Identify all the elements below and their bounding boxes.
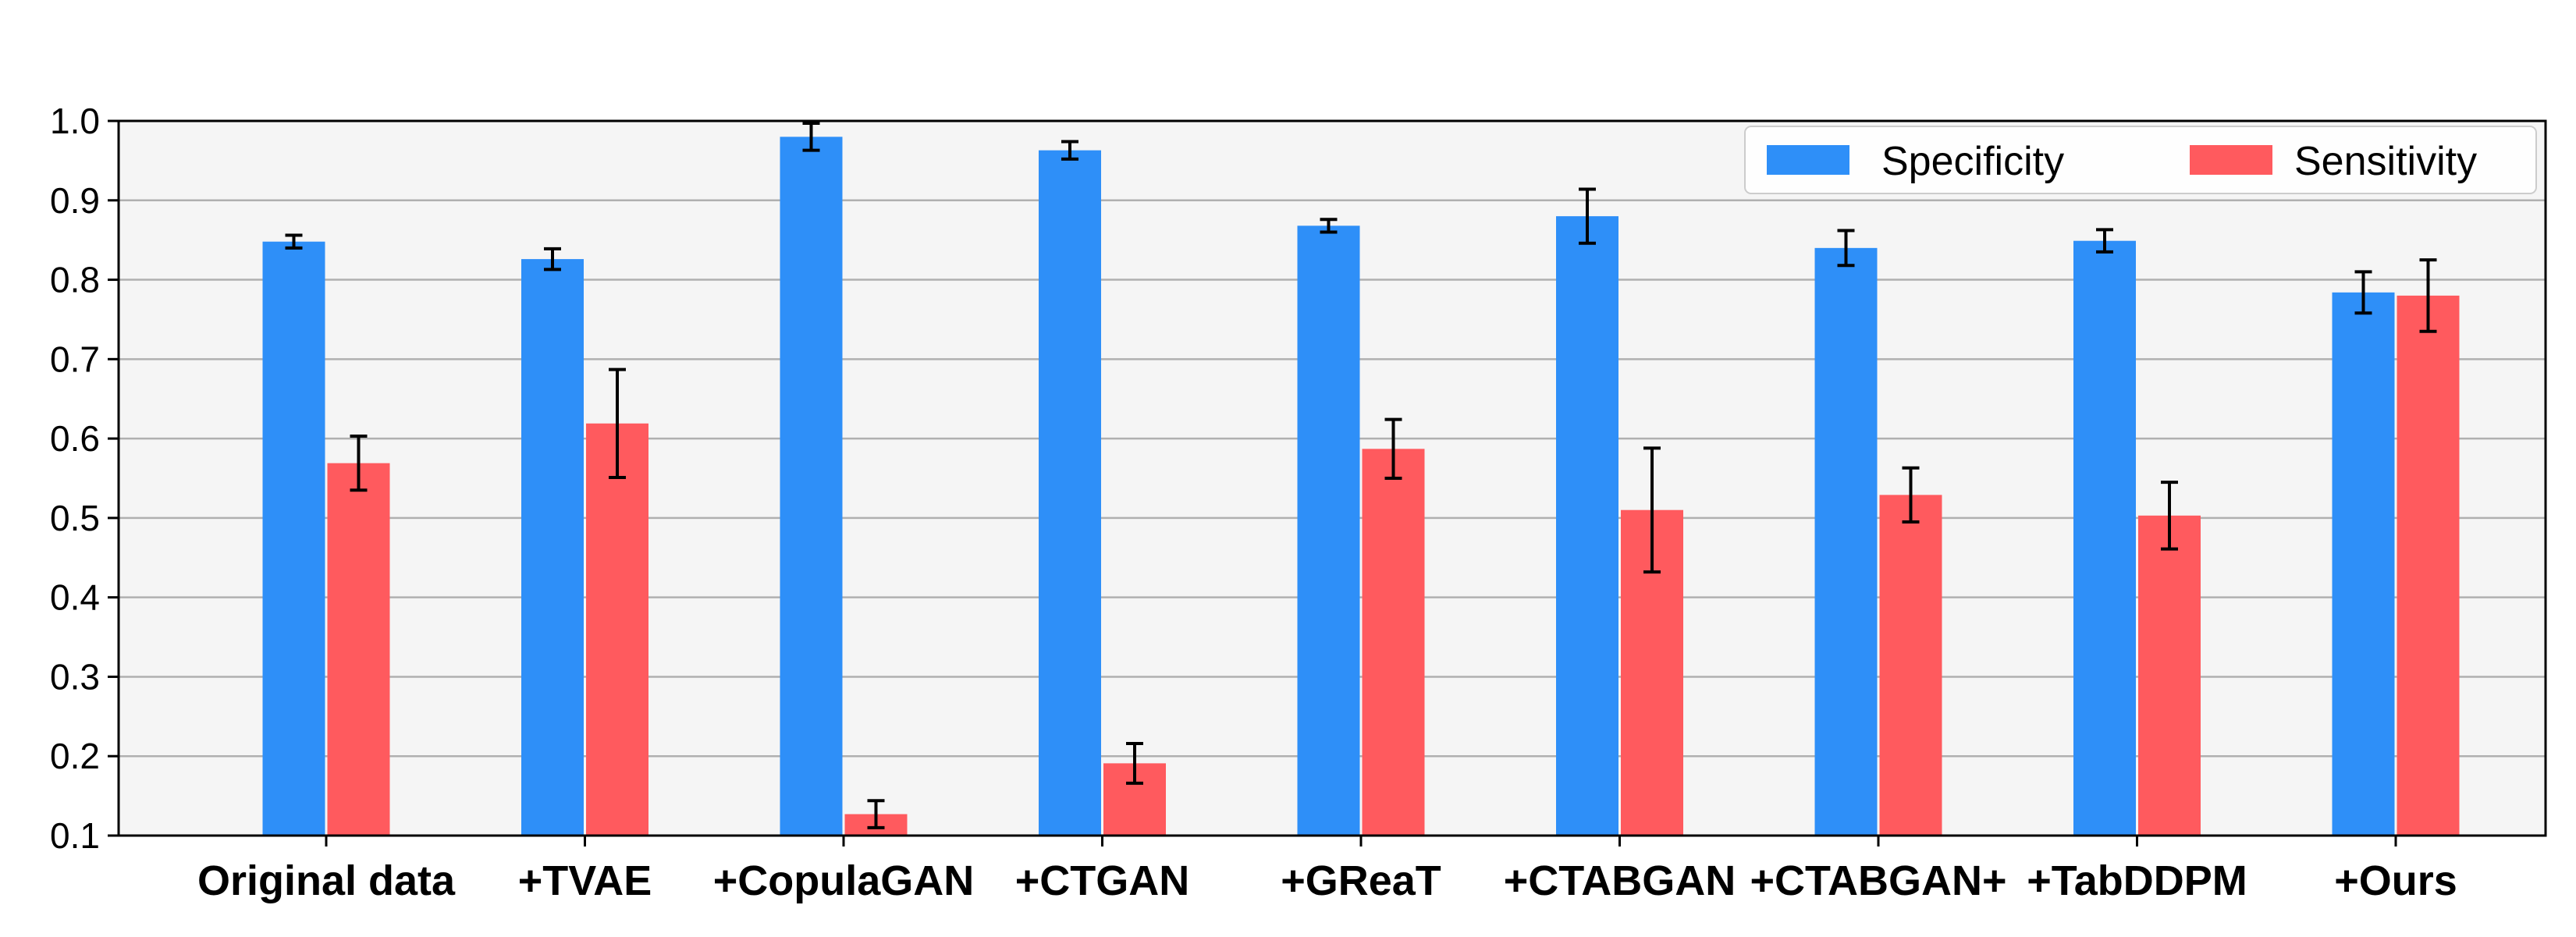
y-tick-label: 1.0 bbox=[50, 101, 100, 141]
x-tick-label: Original data bbox=[197, 857, 456, 904]
legend-label-sensitivity: Sensitivity bbox=[2294, 139, 2477, 184]
error-bars bbox=[285, 122, 2437, 829]
y-tick-label: 0.5 bbox=[50, 498, 100, 538]
x-tick-label: +CTGAN bbox=[1015, 857, 1190, 904]
bar-specificity bbox=[2332, 292, 2395, 836]
y-axis: 0.1 0.2 0.3 0.4 0.5 0.6 0.7 0.8 0.9 1.0 bbox=[50, 101, 119, 856]
bar-specificity bbox=[2073, 240, 2136, 836]
x-tick-label: +TVAE bbox=[518, 857, 652, 904]
bar-specificity bbox=[521, 259, 584, 836]
y-tick-label: 0.2 bbox=[50, 736, 100, 776]
x-axis: Original data +TVAE +CopulaGAN +CTGAN +GReaT… bbox=[197, 836, 2457, 904]
bar-specificity bbox=[1556, 216, 1618, 836]
y-tick-label: 0.6 bbox=[50, 418, 100, 459]
bar-sensitivity bbox=[2397, 295, 2460, 836]
y-tick-label: 0.3 bbox=[50, 656, 100, 697]
y-tick-label: 0.4 bbox=[50, 577, 100, 618]
bars bbox=[262, 137, 2460, 836]
bar-sensitivity bbox=[1879, 495, 1942, 836]
y-tick-label: 0.8 bbox=[50, 260, 100, 300]
bar-specificity bbox=[1814, 247, 1878, 836]
bar-specificity bbox=[780, 137, 843, 836]
plot-frame bbox=[117, 119, 2547, 837]
bar-specificity bbox=[1297, 225, 1360, 836]
x-tick-label: +GReaT bbox=[1281, 857, 1441, 904]
legend-box bbox=[1744, 126, 2537, 194]
x-tick-label: +Ours bbox=[2334, 857, 2457, 904]
bar-sensitivity bbox=[586, 423, 648, 836]
x-tick-label: +CopulaGAN bbox=[713, 857, 975, 904]
x-tick-label: +CTABGAN+ bbox=[1750, 857, 2006, 904]
bar-specificity bbox=[1039, 150, 1101, 836]
x-tick-label: +CTABGAN bbox=[1504, 857, 1736, 904]
bar-specificity bbox=[262, 241, 325, 836]
legend-swatch-sensitivity bbox=[2190, 145, 2272, 175]
bar-sensitivity bbox=[1362, 449, 1425, 836]
bar-sensitivity bbox=[2138, 515, 2201, 836]
legend-label-specificity: Specificity bbox=[1881, 139, 2064, 184]
y-tick-label: 0.7 bbox=[50, 339, 100, 379]
legend: Specificity Sensitivity bbox=[1744, 126, 2537, 194]
legend-swatch-specificity bbox=[1767, 145, 1849, 175]
y-tick-label: 0.1 bbox=[50, 815, 100, 856]
bar-sensitivity bbox=[327, 463, 390, 836]
y-tick-label: 0.9 bbox=[50, 180, 100, 221]
x-tick-label: +TabDDPM bbox=[2027, 857, 2247, 904]
